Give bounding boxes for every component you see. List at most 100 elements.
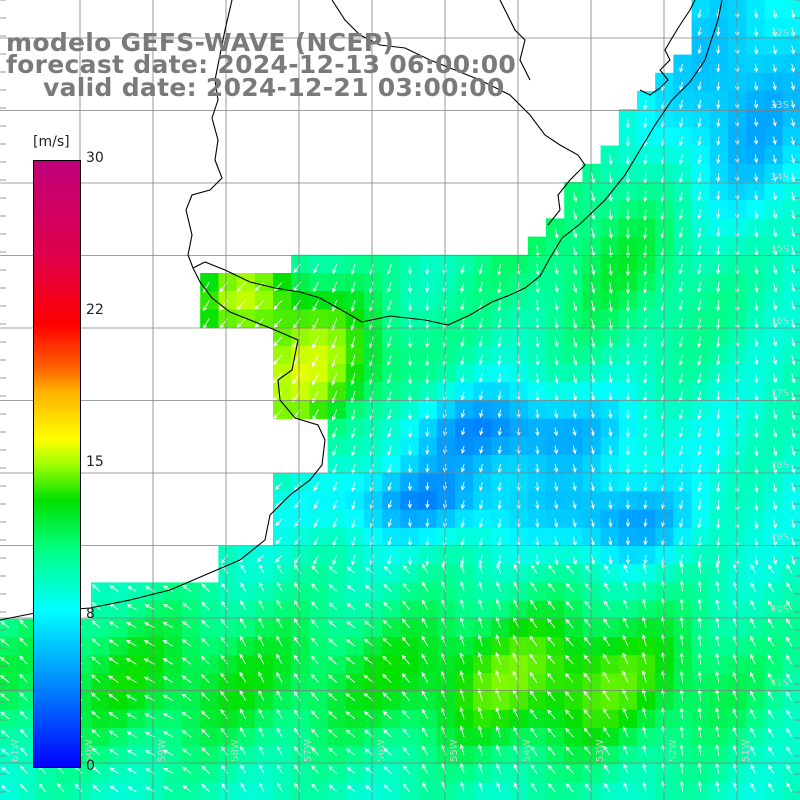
wind-arrow <box>90 674 101 683</box>
wind-arrow <box>407 373 413 385</box>
wind-arrow <box>754 300 759 312</box>
wind-arrow <box>497 445 502 455</box>
wind-arrow <box>421 599 429 610</box>
wind-arrow <box>547 727 556 738</box>
wind-arrow <box>772 372 778 384</box>
wind-cell <box>673 600 693 620</box>
wind-arrow <box>220 654 228 665</box>
wind-arrow <box>108 730 119 738</box>
wind-cell <box>491 655 511 674</box>
wind-arrow <box>716 27 721 37</box>
wind-arrow <box>328 784 338 793</box>
wind-cell <box>455 728 474 747</box>
wind-arrow <box>181 711 192 720</box>
wind-arrow <box>535 427 540 437</box>
wind-cell <box>254 728 274 747</box>
wind-arrow <box>754 336 759 348</box>
wind-arrow <box>421 708 429 720</box>
lat-label: 40S <box>770 604 789 615</box>
wind-arrow <box>19 783 28 793</box>
wind-arrow <box>382 710 392 720</box>
wind-arrow <box>643 100 648 111</box>
wind-arrow <box>564 691 574 701</box>
wind-cell <box>400 709 420 729</box>
wind-cell <box>782 582 800 602</box>
wind-cell <box>673 764 693 784</box>
wind-arrow <box>625 191 631 203</box>
wind-cell <box>600 637 620 656</box>
wind-arrow <box>546 672 556 683</box>
wind-arrow <box>535 245 540 258</box>
wind-cell <box>418 746 438 765</box>
wind-arrow <box>382 637 392 647</box>
wind-arrow <box>387 554 392 565</box>
wind-cell <box>709 673 729 693</box>
wind-arrow <box>572 463 577 473</box>
wind-arrow <box>642 209 648 221</box>
wind-cell <box>728 655 747 674</box>
wind-cell <box>364 691 383 711</box>
wind-arrow <box>785 618 793 629</box>
wind-arrow <box>623 744 629 756</box>
wind-arrow <box>386 372 392 385</box>
wind-arrow <box>516 445 521 455</box>
wind-arrow <box>590 409 595 419</box>
wind-arrow <box>327 710 338 720</box>
wind-cell <box>364 728 383 747</box>
wind-arrow <box>276 635 283 647</box>
wind-cell <box>254 618 274 638</box>
wind-cell <box>782 709 800 729</box>
wind-cell <box>273 582 292 602</box>
wind-arrow <box>181 766 192 774</box>
wind-arrow <box>584 618 592 629</box>
wind-cell <box>618 709 638 729</box>
wind-arrow <box>19 765 28 774</box>
wind-arrow <box>572 300 578 312</box>
wind-arrow <box>220 554 228 564</box>
wind-arrow <box>201 619 210 629</box>
wind-arrow <box>590 554 595 566</box>
wind-arrow <box>108 621 119 629</box>
wind-arrow <box>716 154 721 165</box>
wind-arrow <box>294 500 301 509</box>
wind-cell <box>691 764 711 784</box>
wind-cell <box>618 728 638 747</box>
wind-arrow <box>126 749 137 756</box>
wind-cell <box>163 764 183 784</box>
wind-arrow <box>754 263 759 275</box>
wind-arrow <box>346 602 356 611</box>
wind-cell <box>782 364 800 383</box>
wind-cell <box>54 764 74 784</box>
wind-arrow <box>387 445 392 456</box>
wind-arrow <box>625 209 631 221</box>
wind-arrow <box>276 671 283 683</box>
wind-arrow <box>530 581 538 592</box>
wind-cell <box>709 582 729 602</box>
lon-label: 61W <box>10 739 21 762</box>
wind-arrow <box>564 654 574 665</box>
wind-arrow <box>310 728 319 738</box>
wind-arrow <box>313 482 319 492</box>
wind-arrow <box>754 373 759 384</box>
wind-cell <box>491 728 511 747</box>
wind-arrow <box>547 618 556 629</box>
wind-cell <box>728 709 747 729</box>
wind-cell <box>782 400 800 420</box>
wind-cell <box>254 600 274 620</box>
wind-arrow <box>200 655 210 665</box>
wind-arrow <box>716 336 721 348</box>
wind-arrow <box>402 746 410 756</box>
wind-cell <box>782 236 800 256</box>
wind-cell <box>746 709 765 729</box>
wind-arrow <box>92 584 101 592</box>
wind-cell <box>655 764 674 784</box>
wind-cell <box>400 582 420 602</box>
wind-cell <box>746 728 765 747</box>
wind-arrow <box>753 100 759 109</box>
wind-arrow <box>90 692 101 702</box>
wind-arrow <box>478 354 483 366</box>
wind-cell <box>455 764 474 784</box>
wind-arrow <box>678 263 683 275</box>
wind-arrow <box>479 463 484 473</box>
wind-arrow <box>679 598 684 610</box>
